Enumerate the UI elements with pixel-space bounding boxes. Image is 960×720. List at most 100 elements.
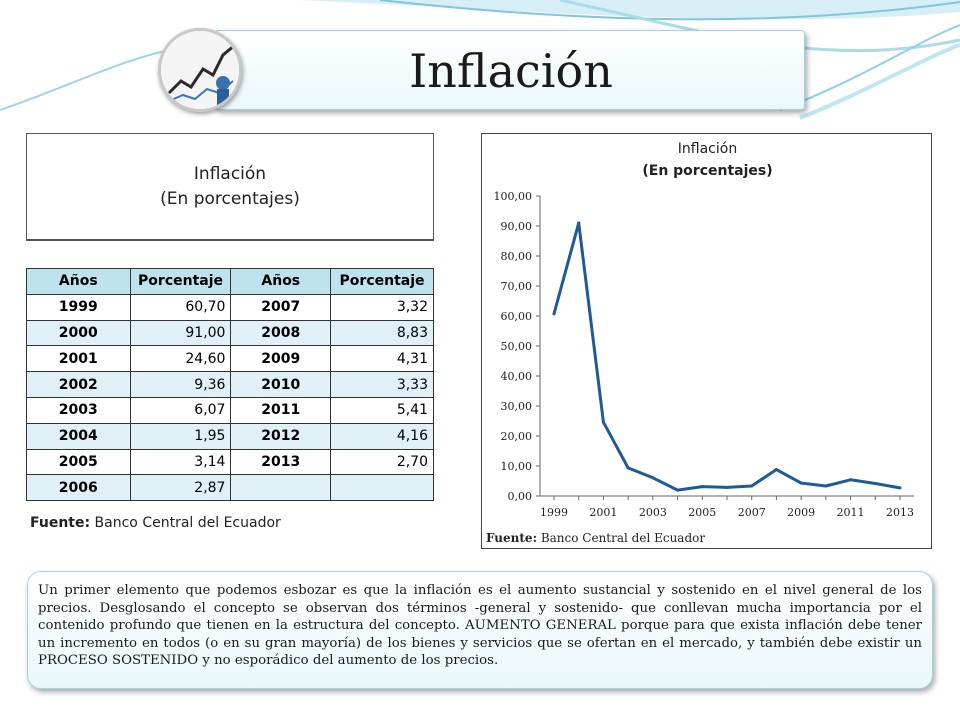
table-title: Inflación [193,163,267,184]
year-cell: 2008 [230,319,332,347]
chart-illustration-logo [158,28,242,112]
percent-cell: 60,70 [129,293,232,321]
percent-cell: 6,07 [129,396,232,424]
table-row: 2001 24,60 2009 4,31 [26,345,434,373]
year-cell: 2007 [230,293,332,321]
table-source-label: Fuente: [30,515,91,531]
chart-source-text: Banco Central del Ecuador [540,531,706,545]
percent-cell [330,474,434,502]
header-percent-1: Porcentaje [129,268,232,295]
table-subtitle: (En porcentajes) [160,188,300,209]
year-cell: 2012 [230,422,332,450]
year-cell: 2006 [26,474,131,502]
data-point [799,481,803,485]
percent-cell: 9,36 [129,371,232,398]
table-source-text: Banco Central del Ecuador [94,515,281,531]
data-point [626,466,630,470]
data-point [824,484,828,488]
percent-cell: 5,41 [330,396,434,424]
data-point [676,488,680,492]
x-tick-label: 2011 [837,506,865,519]
table-row: 1999 60,70 2007 3,32 [26,293,434,321]
table-row: 2003 6,07 2011 5,41 [26,396,434,424]
percent-cell: 3,33 [330,371,434,398]
year-cell: 2009 [230,345,332,373]
chart-title: Inflación [677,141,738,157]
year-cell: 2001 [26,345,131,373]
year-cell: 2003 [26,396,131,424]
data-point [725,485,729,489]
inflation-table: Años Porcentaje Años Porcentaje 1999 60,… [26,268,434,502]
percent-cell: 8,83 [330,319,434,347]
percent-cell: 4,16 [330,422,434,450]
inflation-series-line [552,221,901,492]
chart-source: Fuente: Banco Central del Ecuador [486,531,705,545]
chart-subtitle: (En porcentajes) [642,163,773,179]
header-percent-2: Porcentaje [330,268,434,295]
title-banner: Inflación [215,30,805,110]
y-tick-label: 70,00 [501,280,533,293]
percent-cell: 2,70 [330,448,434,476]
chart-source-label: Fuente: [486,531,537,545]
line-chart-svg: 0,00 10,00 20,00 30,00 40,00 50,00 60,00 70,00 8… [494,190,914,519]
data-point [898,486,902,490]
table-row: 2004 1,95 2012 4,16 [26,422,434,450]
year-cell: 2013 [230,448,332,476]
y-tick-label: 100,00 [494,190,533,203]
y-tick-label: 30,00 [501,400,533,413]
y-tick-label: 10,00 [501,460,533,473]
data-point [849,478,853,482]
table-row: 2002 9,36 2010 3,33 [26,371,434,398]
y-tick-label: 20,00 [501,430,533,443]
data-point [774,468,778,472]
data-point [577,221,581,225]
year-cell: 2004 [26,422,131,450]
table-title-box: Inflación (En porcentajes) [26,133,434,241]
description-box: Un primer elemento que podemos esbozar e… [27,571,933,689]
year-cell: 2000 [26,319,131,347]
x-tick-label: 2005 [688,506,716,519]
header-years-2: Años [230,268,332,295]
percent-cell: 91,00 [129,319,232,347]
table-row: 2000 91,00 2008 8,83 [26,319,434,347]
y-tick-label: 80,00 [501,250,533,263]
percent-cell: 3,32 [330,293,434,321]
x-tick-label: 1999 [540,506,568,519]
data-point [873,482,877,486]
table-row: 2006 2,87 [26,474,434,502]
y-tick-label: 0,00 [508,490,533,503]
year-cell: 2011 [230,396,332,424]
data-point [700,485,704,489]
header-years-1: Años [26,268,131,295]
table-header-row: Años Porcentaje Años Porcentaje [26,268,434,295]
percent-cell: 1,95 [129,422,232,450]
percent-cell: 2,87 [129,474,232,502]
data-point [750,484,754,488]
percent-cell: 3,14 [129,448,232,476]
inflation-chart: 0,00 10,00 20,00 30,00 40,00 50,00 60,00 70,00 8… [481,133,932,549]
table-source: Fuente: Banco Central del Ecuador [30,515,281,531]
percent-cell: 24,60 [129,345,232,373]
page-title: Inflación [409,44,613,98]
year-cell: 1999 [26,293,131,321]
year-cell: 2002 [26,371,131,398]
x-tick-label: 2013 [886,506,914,519]
x-tick-label: 2009 [787,506,815,519]
year-cell [230,474,332,502]
data-point [601,420,605,424]
description-paragraph: Un primer elemento que podemos esbozar e… [38,583,922,668]
data-point [552,312,556,316]
y-tick-label: 50,00 [501,340,533,353]
x-tick-label: 2001 [589,506,617,519]
year-cell: 2010 [230,371,332,398]
y-tick-label: 90,00 [501,220,533,233]
x-tick-label: 2007 [738,506,766,519]
table-row: 2005 3,14 2013 2,70 [26,448,434,476]
year-cell: 2005 [26,448,131,476]
data-point [651,476,655,480]
y-tick-label: 60,00 [501,310,533,323]
percent-cell: 4,31 [330,345,434,373]
x-tick-label: 2003 [639,506,667,519]
y-tick-label: 40,00 [501,370,533,383]
chart-title-block: Inflación (En porcentajes) [482,138,933,182]
